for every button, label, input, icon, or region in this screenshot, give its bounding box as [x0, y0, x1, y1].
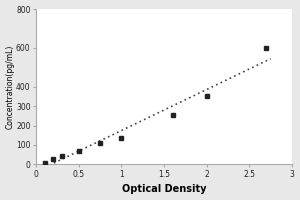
X-axis label: Optical Density: Optical Density — [122, 184, 206, 194]
Y-axis label: Concentration(pg/mL): Concentration(pg/mL) — [6, 45, 15, 129]
